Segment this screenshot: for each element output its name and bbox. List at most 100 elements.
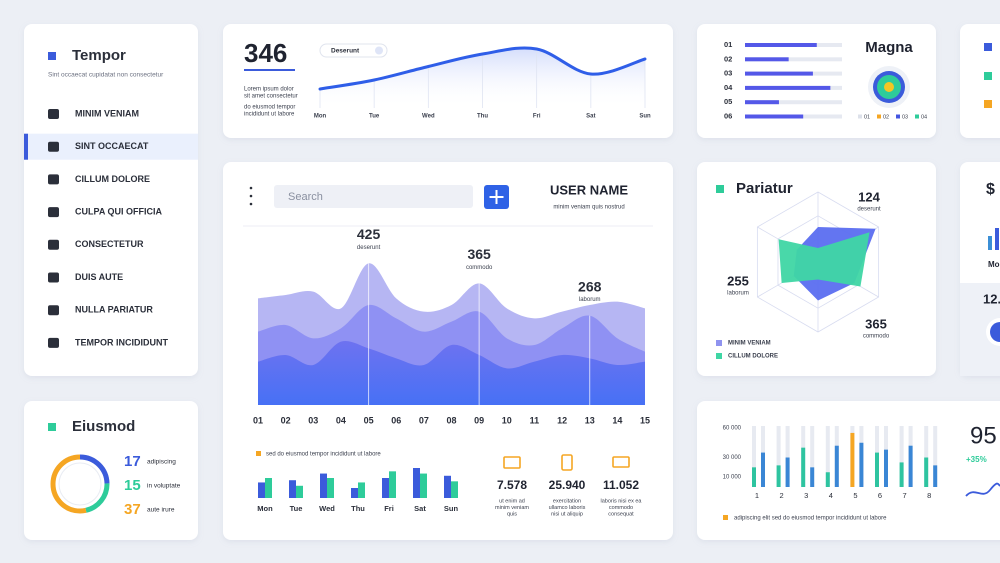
bar <box>258 482 265 498</box>
stat-caption: minim veniam <box>495 505 529 511</box>
bar <box>859 442 864 487</box>
x-tick-label: Mon <box>257 504 273 513</box>
menu-dot[interactable] <box>249 194 253 198</box>
x-tick-label: 10 <box>502 415 512 425</box>
caption: incididunt ut labore <box>244 112 295 118</box>
menu-dot[interactable] <box>249 186 253 190</box>
menu-item[interactable]: TEMPOR INCIDIDUNT <box>75 337 168 347</box>
x-tick-label: Sat <box>586 114 595 120</box>
row-label: 06 <box>724 111 732 120</box>
bar <box>451 481 458 498</box>
edge-dot <box>984 43 992 51</box>
menu-dot[interactable] <box>249 202 253 206</box>
legend-label: CILLUM DOLORE <box>728 354 778 360</box>
menu-icon <box>48 207 59 218</box>
legend-dot <box>858 114 862 119</box>
menu-icon <box>48 272 59 283</box>
wave-line <box>318 46 647 91</box>
sidebar-card <box>24 24 198 376</box>
menu-item[interactable]: CONSECTETUR <box>75 239 144 249</box>
x-tick-label: 08 <box>446 415 456 425</box>
x-tick-label: 8 <box>927 491 931 500</box>
y-tick-label: 10 000 <box>723 475 742 481</box>
annotation-label: deserunt <box>357 245 381 251</box>
edge-bar <box>988 236 992 250</box>
x-tick-label: 14 <box>612 415 622 425</box>
bar <box>420 473 427 498</box>
legend-label: 03 <box>902 114 908 120</box>
sidebar-subtitle: Sint occaecat cupidatat non consectetur <box>48 72 164 79</box>
stat-caption: consequat <box>608 511 634 517</box>
stat-caption: laboris nisi ex ea <box>601 498 643 504</box>
annotation-label: deserunt <box>857 207 881 213</box>
stat-caption: ullamco laboris <box>549 505 586 511</box>
hbar <box>745 71 813 76</box>
caption: sit amet consectetur <box>244 94 298 100</box>
dropdown[interactable] <box>319 43 388 58</box>
row-label: 03 <box>724 69 732 78</box>
bar-track <box>745 100 842 105</box>
x-tick-label: 05 <box>364 415 374 425</box>
edge-big: 95 <box>970 422 997 449</box>
annotation-label: laborum <box>579 297 601 303</box>
bar <box>382 478 389 498</box>
stat-value: 25.940 <box>549 478 586 492</box>
x-tick-label: 2 <box>780 491 784 500</box>
menu-item[interactable]: MINIM VENIAM <box>75 108 139 118</box>
stat-caption: nisi ut aliquip <box>551 511 583 517</box>
donut-label: adipiscing <box>147 459 176 466</box>
row-label: 01 <box>724 40 732 49</box>
x-tick-label: Thu <box>477 114 488 120</box>
x-tick-label: Mon <box>314 114 327 120</box>
menu-item[interactable]: CULPA QUI OFFICIA <box>75 206 162 216</box>
x-tick-label: Fri <box>384 504 394 513</box>
search-placeholder[interactable]: Search <box>288 191 323 203</box>
bar <box>875 452 879 487</box>
hbar <box>745 57 789 62</box>
active-bar <box>24 133 28 160</box>
x-tick-label: 03 <box>308 415 318 425</box>
menu-item[interactable]: NULLA PARIATUR <box>75 305 153 315</box>
search-box[interactable] <box>274 185 473 208</box>
bar <box>320 473 327 498</box>
bar <box>752 467 756 487</box>
stat-caption: commodo <box>609 505 633 511</box>
annotation-label: commodo <box>466 265 493 271</box>
tablet-icon <box>561 454 573 471</box>
add-icon[interactable] <box>489 190 504 204</box>
bar <box>899 462 904 487</box>
menu-icon <box>48 239 59 250</box>
title-dot <box>48 423 56 431</box>
menu-icon <box>48 141 59 152</box>
legend-dot <box>723 515 728 520</box>
bar-track <box>776 426 781 487</box>
legend-label: MINIM VENIAM <box>728 341 771 347</box>
donut-label: aute irure <box>147 507 175 514</box>
menu-icon <box>48 109 59 119</box>
bar <box>327 478 334 498</box>
hbar <box>745 100 779 105</box>
caption: do eiusmod tempor <box>244 105 295 111</box>
menu-item[interactable]: CILLUM DOLORE <box>75 174 150 184</box>
donut-label: in voluptate <box>147 483 181 490</box>
edge-currency: $ <box>986 181 995 198</box>
dropdown-knob <box>375 46 383 55</box>
menu-item[interactable]: SINT OCCAECAT <box>75 141 149 151</box>
magna-title: Magna <box>865 39 913 56</box>
title-dot <box>48 52 56 60</box>
bar <box>933 465 938 487</box>
y-tick-label: 30 000 <box>723 455 742 461</box>
legend-label: 01 <box>864 114 870 120</box>
legend-label: sed do eiusmod tempor incididunt ut labo… <box>266 452 381 458</box>
donut-arc <box>50 454 110 514</box>
annotation-value: 365 <box>467 246 491 262</box>
x-tick-label: 02 <box>281 415 291 425</box>
x-tick-label: 12 <box>557 415 567 425</box>
menu-item[interactable]: DUIS AUTE <box>75 272 123 282</box>
donut-value: 15 <box>124 477 141 494</box>
bar <box>761 452 765 487</box>
x-tick-label: 6 <box>878 491 882 500</box>
dropdown-label[interactable]: Deserunt <box>331 48 360 55</box>
x-tick-label: Wed <box>319 504 335 513</box>
stat-value: 11.052 <box>603 478 639 492</box>
